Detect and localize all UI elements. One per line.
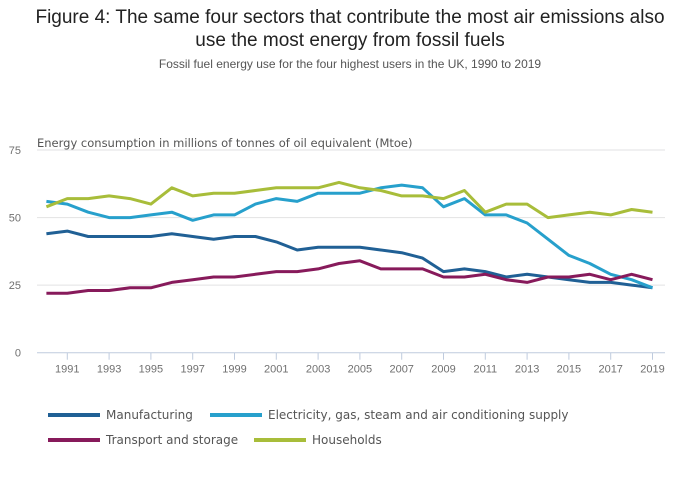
x-tick-label: 2017	[598, 364, 622, 376]
series-line-manufacturing	[46, 229, 653, 290]
y-axis-label: Energy consumption in millions of tonnes…	[37, 136, 413, 150]
y-tick-label: 50	[9, 213, 21, 225]
x-tick-label: 2001	[264, 364, 288, 376]
x-tick-label: 2009	[431, 364, 455, 376]
x-tick-label: 2015	[557, 364, 581, 376]
legend-item[interactable]: Transport and storage	[48, 433, 238, 447]
y-tick-label: 75	[9, 145, 21, 157]
chart-title: Figure 4: The same four sectors that con…	[0, 6, 700, 52]
chart-title-line-2: use the most energy from fossil fuels	[195, 30, 505, 51]
legend-item[interactable]: Households	[254, 433, 382, 447]
y-tick-label: 25	[9, 280, 21, 292]
chart-title-line-1: Figure 4: The same four sectors that con…	[35, 7, 665, 28]
legend-label: Transport and storage	[106, 433, 239, 447]
x-tick-label: 2005	[348, 364, 372, 376]
x-tick-label: 2007	[389, 364, 413, 376]
series-line-electricity-gas-steam-and-air-conditioning-supply	[46, 183, 654, 290]
legend-label: Manufacturing	[106, 408, 193, 422]
legend-label: Households	[312, 433, 382, 447]
y-tick-label: 0	[15, 348, 21, 360]
x-tick-label: 1997	[180, 364, 204, 376]
x-tick-label: 2011	[473, 364, 497, 376]
legend-swatch	[48, 413, 100, 417]
series-line-transport-and-storage	[46, 259, 653, 295]
legend-swatch	[48, 438, 100, 442]
legend-label: Electricity, gas, steam and air conditio…	[268, 408, 569, 422]
x-tick-label: 1999	[222, 364, 246, 376]
legend-swatch	[210, 413, 262, 417]
legend-item[interactable]: Manufacturing	[48, 408, 193, 422]
chart-subtitle: Fossil fuel energy use for the four high…	[158, 57, 542, 71]
x-tick-label: 2013	[515, 364, 539, 376]
legend-item[interactable]: Electricity, gas, steam and air conditio…	[210, 408, 569, 422]
x-tick-label: 1991	[55, 364, 79, 376]
series-line-households	[45, 180, 653, 220]
x-tick-label: 1993	[97, 364, 121, 376]
x-tick-label: 2003	[306, 364, 330, 376]
x-tick-label: 2019	[640, 364, 664, 376]
legend-swatch	[254, 438, 306, 442]
x-tick-label: 1995	[139, 364, 163, 376]
